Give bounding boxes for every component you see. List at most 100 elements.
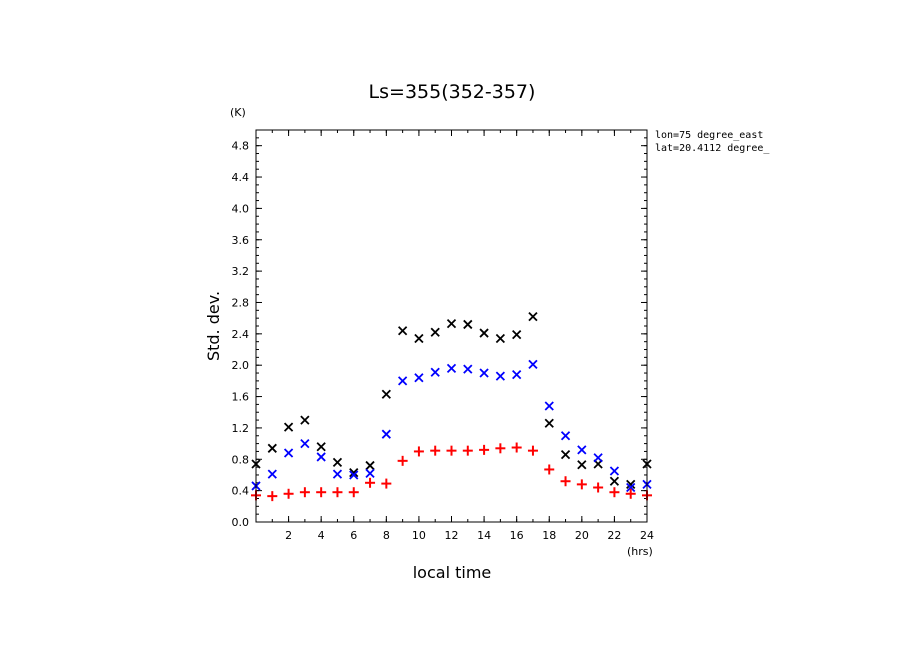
x-tick-label: 14 [477,529,491,542]
series-1-point [446,363,457,373]
y-tick-label: 2.0 [232,359,250,372]
series-0-point [626,479,636,490]
x-tick-label: 2 [285,529,292,542]
x-tick-label: 4 [318,529,325,542]
series-1-point [381,429,391,439]
series-0-point [560,449,571,460]
series-2-point [593,482,604,493]
series-0-point [283,422,294,432]
x-tick-label: 6 [350,529,357,542]
series-0-point [430,327,440,337]
series-0-point [414,333,424,344]
y-tick-label: 4.8 [232,140,250,153]
y-tick-label: 2.4 [232,328,250,341]
plot-frame [255,129,648,523]
series-1-point [609,466,620,476]
series-0-point [381,389,391,399]
series-2-point [560,476,571,487]
y-tick-label: 1.6 [232,391,250,404]
series-1-point [560,431,571,441]
series-0-point [463,319,473,330]
series-2-point [544,464,555,475]
y-unit-label: (K) [230,106,246,119]
chart-title: Ls=355(352-357) [369,81,536,103]
x-tick-label: 8 [383,529,390,542]
series-1-point [544,401,554,411]
x-axis-label: local time [413,563,492,582]
y-tick-label: 4.4 [232,171,250,184]
series-2-point [430,445,441,456]
series-2-point [267,491,278,502]
y-tick-label: 4.0 [232,202,250,215]
x-tick-label: 12 [445,529,459,542]
y-tick-label: 2.8 [232,296,250,309]
series-2-point [316,487,327,498]
series-0-point [300,415,310,425]
series-2-point [365,477,376,488]
series-0-point [609,476,620,486]
series-0-point [479,328,489,338]
series-0-point [495,333,506,344]
series-2-point [609,487,620,498]
series-1-point [512,369,522,380]
series-1-point [365,468,375,479]
series-2-point [479,444,490,455]
series-1-point [267,469,277,479]
series-1-point [316,452,326,462]
series-1-point [479,368,489,378]
series-2-point [332,487,343,498]
series-1-point [626,482,636,493]
x-tick-label: 16 [510,529,524,542]
series-0-point [365,460,375,471]
series-0-point [528,311,538,322]
series-2-point [283,488,294,499]
y-tick-label: 3.6 [232,234,250,247]
series-2-point [495,443,506,454]
y-tick-label: 0.4 [232,485,250,498]
series-1-point [349,470,359,480]
series-0-point [267,443,277,453]
series-1-point [283,448,294,458]
y-tick-label: 0.8 [232,453,250,466]
annotation-lat: lat=20.4112 degree_ [655,143,770,154]
series-1-point [577,445,587,455]
series-1-point [300,438,310,449]
y-tick-label: 3.2 [232,265,250,278]
series-1-point [414,373,424,383]
y-tick-label: 1.2 [232,422,250,435]
series-0-point [544,418,554,428]
series-2-point [397,455,408,466]
series-0-point [512,329,522,340]
series-0-point [577,460,587,470]
series-2-point [413,446,424,457]
series-1-point [463,364,473,374]
series-2-point [576,479,587,490]
series-2-point [348,487,359,498]
data-marks [251,311,652,502]
series-1-point [593,453,603,463]
x-tick-label: 20 [575,529,589,542]
x-tick-label: 24 [640,529,654,542]
series-0-point [397,326,408,336]
series-0-point [316,442,326,452]
x-unit-label: (hrs) [627,545,653,558]
series-0-point [349,467,359,478]
series-2-point [625,488,636,499]
series-2-point [462,445,473,456]
series-2-point [381,478,392,489]
x-tick-label: 10 [412,529,426,542]
series-2-point [446,445,457,456]
series-1-point [430,367,440,377]
annotation-lon: lon=75 degree_east [655,130,764,141]
y-tick-label: 0.0 [232,516,250,529]
y-axis-label: Std. dev. [204,291,223,361]
series-0-point [446,319,457,329]
x-tick-label: 22 [607,529,621,542]
series-1-point [332,469,343,479]
series-2-point [511,442,522,453]
series-1-point [495,371,506,381]
series-2-point [299,487,310,498]
series-1-point [397,376,408,386]
x-tick-label: 18 [542,529,556,542]
